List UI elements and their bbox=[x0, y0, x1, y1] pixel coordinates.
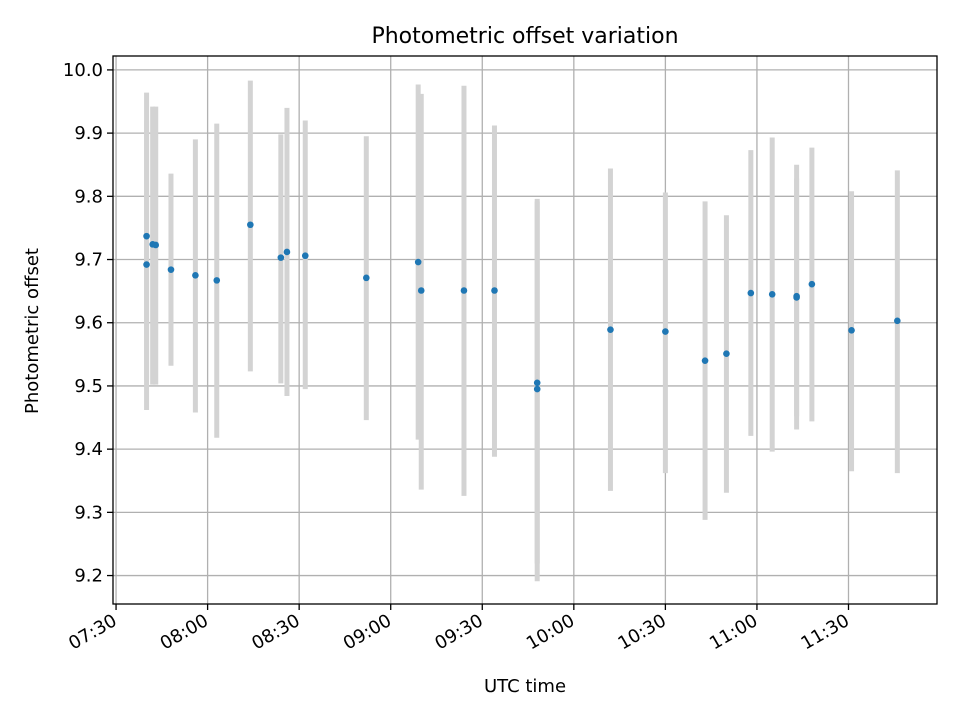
data-point bbox=[414, 258, 422, 266]
grid-lines bbox=[113, 56, 937, 604]
y-tick-label: 9.4 bbox=[74, 439, 103, 460]
y-tick-label: 9.5 bbox=[74, 376, 103, 397]
data-point bbox=[143, 232, 150, 240]
y-axis-ticks: 9.2 9.3 9.4 9.5 9.6 9.7 9.8 9.9 10.0 bbox=[63, 60, 113, 587]
data-point bbox=[894, 317, 901, 325]
data-point bbox=[301, 252, 309, 260]
data-point bbox=[491, 287, 498, 294]
data-point bbox=[363, 274, 370, 282]
y-tick-label: 9.7 bbox=[74, 250, 103, 271]
y-tick-label: 9.8 bbox=[74, 186, 103, 207]
plot-frame bbox=[112, 55, 938, 605]
y-tick-label: 9.2 bbox=[74, 566, 103, 587]
chart-title: Photometric offset variation bbox=[371, 24, 678, 49]
y-tick-label: 9.6 bbox=[74, 313, 103, 334]
x-axis-label: UTC time bbox=[484, 676, 566, 697]
data-point bbox=[213, 277, 221, 284]
y-axis-label: Photometric offset bbox=[22, 248, 43, 414]
data-point bbox=[417, 287, 425, 294]
data-point bbox=[533, 379, 541, 387]
data-point bbox=[152, 241, 160, 249]
data-point bbox=[793, 294, 800, 301]
data-point bbox=[747, 289, 755, 297]
data-point bbox=[701, 357, 709, 364]
data-point bbox=[167, 266, 175, 273]
data-point bbox=[723, 350, 730, 358]
data-point bbox=[768, 290, 776, 298]
data-point bbox=[283, 248, 291, 256]
data-point bbox=[533, 385, 541, 393]
y-tick-label: 9.9 bbox=[74, 123, 103, 144]
data-point bbox=[247, 221, 254, 229]
data-point bbox=[662, 328, 669, 335]
data-point bbox=[460, 287, 468, 294]
data-point bbox=[143, 261, 150, 268]
data-point bbox=[192, 272, 199, 279]
data-point bbox=[277, 254, 285, 261]
y-tick-label: 9.3 bbox=[74, 502, 103, 523]
data-point bbox=[808, 280, 816, 288]
y-tick-label: 10.0 bbox=[63, 60, 103, 81]
data-point bbox=[848, 327, 855, 334]
data-points bbox=[143, 221, 901, 393]
data-point bbox=[607, 326, 614, 333]
